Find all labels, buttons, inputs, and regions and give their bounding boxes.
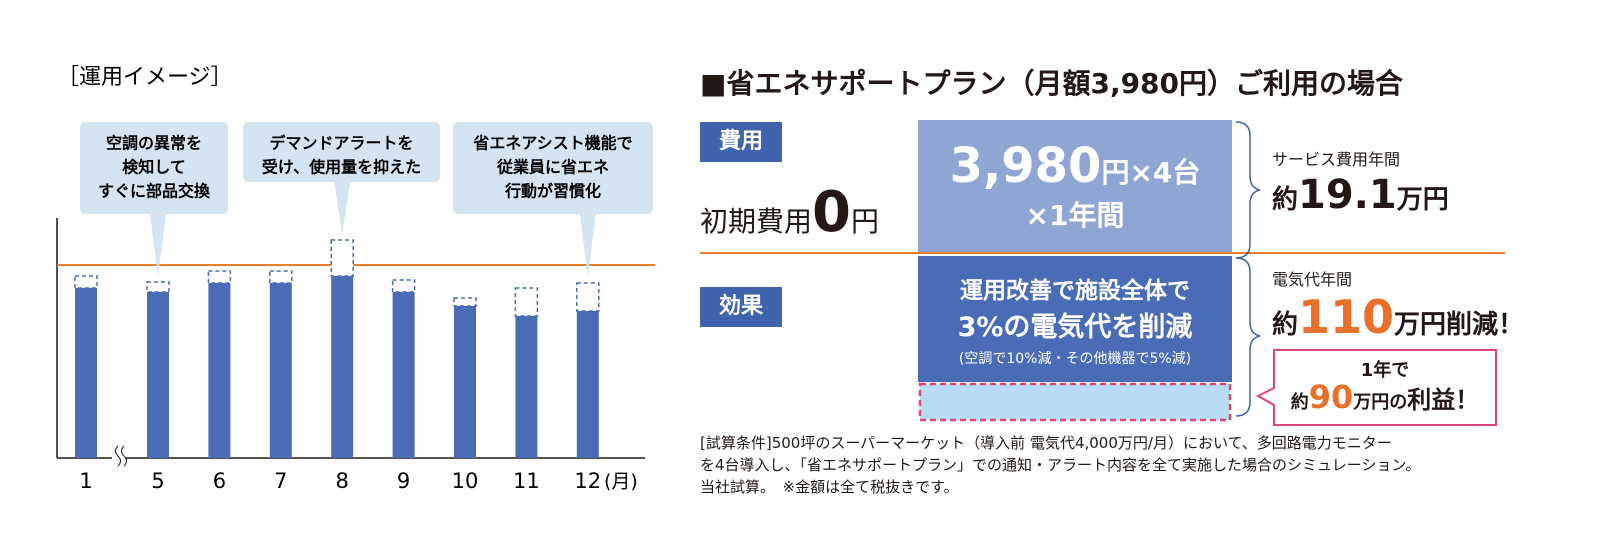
x-tick-label: 12 [574, 469, 601, 493]
text: 0 [812, 180, 851, 245]
text: 運用改善で施設全体で [960, 277, 1190, 304]
bracket [1235, 257, 1261, 417]
bar [453, 297, 477, 307]
cost-box: 3,980 円×4台 ×1年間 [918, 120, 1232, 252]
text: 万円の [1353, 392, 1408, 413]
initial-cost: 初期費用 0 円 [700, 180, 879, 245]
bar [576, 282, 600, 312]
bar [330, 239, 354, 277]
axis-break [115, 445, 127, 467]
text: 万円 [1396, 185, 1449, 215]
bar [514, 287, 539, 317]
annual-effect: 約 110 万円削減！ [1272, 290, 1524, 344]
bar [454, 306, 476, 458]
text: サービス費用年間 [1272, 150, 1401, 169]
callout-text: 従業員に省エネ [496, 158, 609, 177]
callout-text: デマンドアラートを [269, 134, 413, 153]
text: 1年で [1360, 360, 1410, 381]
callout-text: 省エネアシスト機能で [472, 134, 632, 153]
text: (空調で10%減・その他機器で5%減) [958, 350, 1192, 367]
text: 3,980 [949, 138, 1102, 194]
bar [391, 279, 416, 293]
chart-title: ［運用イメージ］ [57, 65, 233, 90]
bar [208, 283, 231, 458]
text: 円×4台 [1101, 156, 1201, 189]
bar [331, 276, 354, 458]
text: ×1年間 [1025, 199, 1125, 232]
bar [146, 281, 170, 293]
plan-title: ■省エネサポートプラン（月額3,980円）ご利用の場合 [700, 67, 1404, 100]
x-tick-label: 10 [452, 469, 479, 493]
callout [453, 122, 653, 277]
bar [147, 292, 169, 458]
text: 利益！ [1407, 386, 1480, 414]
x-axis-unit: (月) [604, 471, 638, 493]
callout [80, 122, 228, 276]
text: 3%の電気代を削減 [957, 311, 1193, 343]
text: 当社試算。 ※金額は全て税抜きです。 [700, 478, 959, 496]
text: 110 [1298, 290, 1395, 344]
effect-label: 効果 [700, 287, 782, 327]
saving-box [918, 382, 1232, 422]
callout-text: 受け、使用量を抑えた [262, 158, 421, 177]
text: 電気代年間 [1272, 270, 1353, 289]
profit: 約 90 万円の 利益！ [1274, 378, 1496, 416]
text: 19.1 [1298, 172, 1397, 218]
text: 約 [1290, 392, 1309, 413]
x-tick-label: 11 [513, 469, 540, 493]
bar [515, 316, 538, 458]
x-tick-label: 1 [79, 469, 92, 493]
bar [74, 275, 98, 289]
x-tick-label: 7 [274, 469, 287, 493]
effect-box: 運用改善で施設全体で 3%の電気代を削減 (空調で10%減・その他機器で5%減) [918, 256, 1232, 382]
bar [75, 288, 97, 458]
callout-text: 検知して [122, 158, 186, 177]
text: 万円削減！ [1394, 310, 1525, 340]
text: 初期費用 [700, 205, 813, 238]
x-tick-label: 9 [397, 469, 410, 493]
text: を4台導入し、「省エネサポートプラン」での通知・アラート内容を全て実施した場合の… [700, 456, 1421, 474]
x-tick-label: 5 [151, 469, 164, 493]
text: 円 [850, 205, 879, 238]
annual-cost: 約 19.1 万円 [1272, 172, 1449, 218]
text: 約 [1272, 310, 1299, 340]
cost-label: 費用 [700, 122, 782, 162]
bar [269, 270, 293, 284]
callout-text: 行動が習慣化 [504, 182, 601, 201]
callout-text: 空調の異常を [106, 134, 202, 153]
text: 約 [1272, 185, 1299, 215]
text: 90 [1308, 378, 1354, 416]
bar [392, 292, 415, 458]
callout-text: すぐに部品交換 [98, 182, 211, 201]
text: [試算条件]500坪のスーパーマーケット（導入前 電気代4,000万円/月）にお… [700, 434, 1392, 452]
chart: ［運用イメージ］ (月) 1 5 6 7 8 9 10 11 12 空調の異常を検知してすぐに部品… [56, 65, 655, 493]
footnote: [試算条件]500坪のスーパーマーケット（導入前 電気代4,000万円/月）にお… [700, 432, 1421, 498]
x-tick-label: 6 [213, 469, 226, 493]
bar [269, 283, 292, 458]
bar [207, 270, 232, 284]
callout [243, 122, 440, 234]
x-tick-label: 8 [336, 469, 349, 493]
bracket [1235, 121, 1261, 259]
bar [576, 311, 599, 458]
